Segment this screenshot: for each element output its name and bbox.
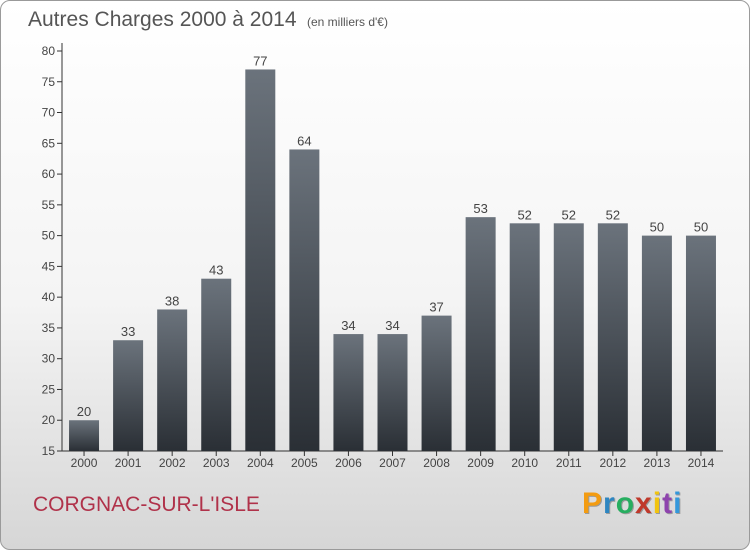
- x-tick-label: 2011: [556, 456, 582, 470]
- proxiti-logo: Proxiti: [582, 487, 682, 521]
- logo-letter: P: [582, 487, 604, 520]
- y-tick-label: 50: [42, 229, 56, 243]
- bar-2011: [553, 223, 584, 451]
- data-label: 34: [385, 318, 399, 333]
- x-tick-label: 2012: [599, 456, 626, 470]
- x-tick-label: 2002: [159, 456, 186, 470]
- x-tick-label: 2010: [511, 456, 538, 470]
- y-tick-label: 35: [42, 321, 56, 335]
- bar-2010: [509, 223, 540, 451]
- chart-subtitle: (en milliers d'€): [307, 15, 388, 29]
- data-label: 53: [473, 201, 487, 216]
- bars-group: [69, 69, 716, 451]
- data-label: 20: [77, 404, 91, 419]
- data-label: 52: [562, 207, 576, 222]
- x-tick-label: 2013: [644, 456, 671, 470]
- data-label: 37: [429, 300, 443, 315]
- data-label: 34: [341, 318, 355, 333]
- x-tick-label: 2007: [379, 456, 406, 470]
- bar-2013: [641, 235, 672, 451]
- y-tick-label: 70: [42, 106, 56, 120]
- logo-letter: i: [652, 487, 663, 520]
- chart-title: Autres Charges 2000 à 2014: [28, 8, 297, 31]
- y-tick-label: 65: [42, 136, 56, 150]
- data-label: 50: [694, 220, 708, 235]
- bar-2007: [377, 334, 408, 451]
- bar-2008: [421, 315, 452, 451]
- logo-letter: t: [662, 487, 674, 520]
- bar-2000: [69, 420, 100, 451]
- commune-name: CORGNAC-SUR-L'ISLE: [33, 493, 260, 516]
- data-label: 38: [165, 293, 179, 308]
- x-tick-label: 2005: [291, 456, 318, 470]
- y-tick-label: 40: [42, 290, 56, 304]
- data-label: 64: [297, 133, 311, 148]
- y-tick-label: 75: [42, 75, 56, 89]
- x-tick-label: 2003: [203, 456, 230, 470]
- x-tick-label: 2006: [335, 456, 362, 470]
- x-tick-label: 2004: [247, 456, 274, 470]
- data-labels-group: 20 33 38 43 77 64 34 34 37 53 52 52 52 50 50: [77, 53, 708, 419]
- x-tick-label: 2001: [115, 456, 142, 470]
- y-tick-label: 60: [42, 167, 56, 181]
- y-tick-label: 45: [42, 259, 56, 273]
- y-tick-label: 20: [42, 413, 56, 427]
- y-tick-label: 30: [42, 352, 56, 366]
- bar-2009: [465, 217, 496, 451]
- bar-2012: [597, 223, 628, 451]
- logo-letter: r: [603, 487, 616, 520]
- x-tick-label: 2000: [71, 456, 98, 470]
- bar-2004: [245, 69, 276, 451]
- data-label: 52: [517, 207, 531, 222]
- data-label: 43: [209, 263, 223, 278]
- y-tick-label: 80: [42, 44, 56, 58]
- data-label: 77: [253, 53, 267, 68]
- logo-letter: x: [635, 487, 653, 520]
- data-label: 50: [650, 220, 664, 235]
- bar-2001: [113, 340, 144, 451]
- data-label: 52: [606, 207, 620, 222]
- y-tick-label: 15: [42, 444, 56, 458]
- data-label: 33: [121, 324, 135, 339]
- bar-2006: [333, 334, 364, 451]
- logo-letter: o: [615, 487, 636, 520]
- y-tick-label: 55: [42, 198, 56, 212]
- bar-2002: [157, 309, 188, 451]
- y-tick-label: 25: [42, 382, 56, 396]
- bar-2003: [201, 278, 232, 451]
- x-tick-label: 2008: [423, 456, 450, 470]
- logo-letter: i: [673, 487, 683, 520]
- bar-2005: [289, 149, 320, 451]
- bar-2014: [685, 235, 716, 451]
- x-tick-label: 2014: [688, 456, 715, 470]
- x-tick-label: 2009: [467, 456, 494, 470]
